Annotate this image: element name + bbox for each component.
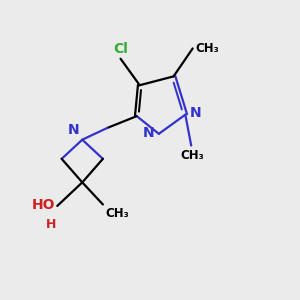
Text: CH₃: CH₃ (105, 207, 129, 220)
Text: CH₃: CH₃ (181, 148, 205, 161)
Text: H: H (46, 218, 56, 231)
Text: N: N (68, 123, 79, 137)
Text: N: N (190, 106, 201, 120)
Text: CH₃: CH₃ (195, 42, 219, 55)
Text: Cl: Cl (113, 42, 128, 56)
Text: HO: HO (32, 198, 55, 212)
Text: N: N (143, 126, 155, 140)
